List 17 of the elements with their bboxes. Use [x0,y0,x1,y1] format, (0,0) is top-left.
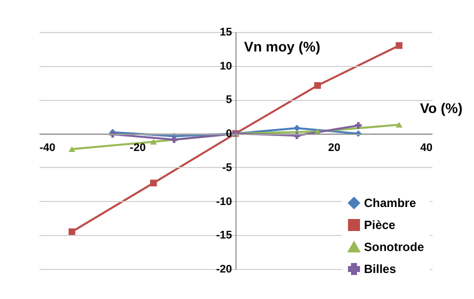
y-axis-title: Vn moy (%) [244,38,320,54]
y-tick-label: 10 [220,60,232,72]
y-tick-label: -20 [216,264,232,276]
legend-label: Chambre [364,196,416,210]
y-tick-label: -15 [216,230,232,242]
legend-label: Billes [364,262,396,276]
legend-label: Pièce [364,218,396,232]
x-axis-title: Vo (%) [420,100,462,116]
x-tick-label: 20 [328,142,340,154]
y-tick-label: 15 [220,26,232,38]
x-tick-label: 40 [420,142,432,154]
x-tick-label: -20 [130,142,146,154]
y-tick-label: -5 [222,162,232,174]
x-tick-label: -40 [40,142,56,154]
y-tick-label: -10 [216,196,232,208]
y-tick-label: 5 [226,94,232,106]
legend-label: Sonotrode [364,240,424,254]
